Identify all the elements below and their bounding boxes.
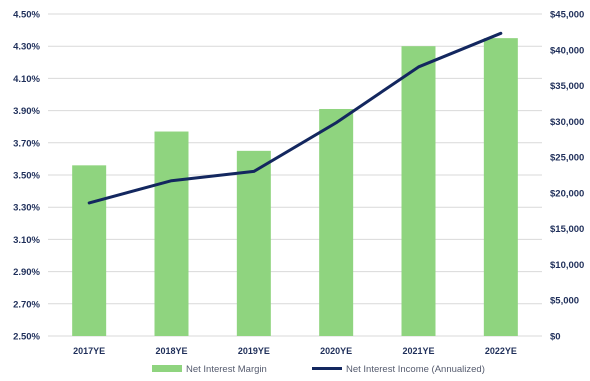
x-axis: 2017YE 2018YE 2019YE 2020YE 2021YE 2022YE [73, 346, 517, 356]
right-axis-tick-label: $0 [550, 332, 561, 343]
left-axis-tick-label: 3.10% [13, 235, 40, 246]
right-axis-tick-label: $20,000 [550, 188, 584, 199]
right-axis-tick-label: $45,000 [550, 10, 584, 21]
right-axis-tick-label: $10,000 [550, 260, 584, 271]
x-axis-tick-label: 2018YE [155, 346, 187, 356]
left-axis-tick-label: 2.50% [13, 332, 40, 343]
left-y-axis: 2.50% 2.70% 2.90% 3.10% 3.30% 3.50% 3.70% 3.90%… [13, 10, 40, 343]
left-axis-tick-label: 4.30% [13, 42, 40, 53]
x-axis-tick-label: 2022YE [485, 346, 517, 356]
left-axis-tick-label: 3.30% [13, 203, 40, 214]
left-axis-tick-label: 3.90% [13, 106, 40, 117]
left-axis-tick-label: 3.70% [13, 138, 40, 149]
bar [72, 165, 107, 336]
x-axis-tick-label: 2021YE [402, 346, 434, 356]
right-axis-tick-label: $15,000 [550, 224, 584, 235]
right-axis-tick-label: $25,000 [550, 153, 584, 164]
left-axis-tick-label: 4.50% [13, 10, 40, 21]
bar [154, 131, 189, 336]
left-axis-tick-label: 4.10% [13, 74, 40, 85]
right-axis-tick-label: $30,000 [550, 117, 584, 128]
legend: Net Interest Margin Net Interest Income (… [152, 364, 485, 375]
bar [483, 38, 518, 337]
left-axis-tick-label: 3.50% [13, 171, 40, 182]
x-axis-tick-label: 2019YE [238, 346, 270, 356]
right-y-axis: $0 $5,000 $10,000 $15,000 $20,000 $25,000 $30,… [550, 10, 584, 343]
left-axis-tick-label: 2.70% [13, 299, 40, 310]
x-axis-tick-label: 2017YE [73, 346, 105, 356]
right-axis-tick-label: $40,000 [550, 45, 584, 56]
bar-series-net-interest-margin [72, 38, 518, 337]
line-series-net-interest-income [87, 31, 503, 205]
bar [236, 150, 271, 336]
bar [401, 46, 436, 336]
right-axis-tick-label: $35,000 [550, 81, 584, 92]
gridlines [48, 13, 542, 337]
series-line [87, 31, 503, 205]
legend-label: Net Interest Margin [186, 364, 267, 375]
left-axis-tick-label: 2.90% [13, 267, 40, 278]
legend-label: Net Interest Income (Annualized) [346, 364, 485, 375]
bar [319, 108, 354, 337]
right-axis-tick-label: $5,000 [550, 296, 579, 307]
legend-swatch-bar [152, 365, 182, 372]
x-axis-tick-label: 2020YE [320, 346, 352, 356]
